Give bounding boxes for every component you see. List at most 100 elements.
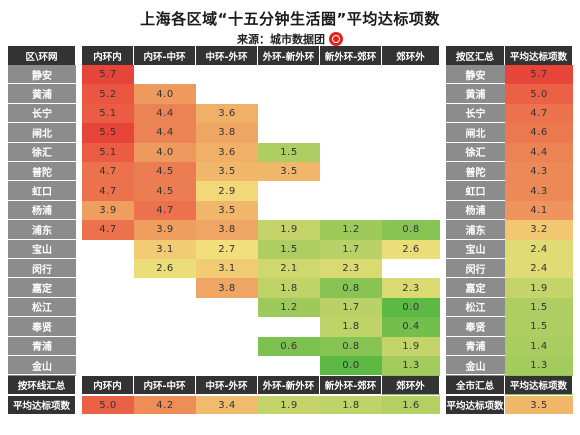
empty-cell xyxy=(134,336,196,356)
heatmap-cell: 1.3 xyxy=(382,356,440,376)
district-summary-label: 静安 xyxy=(446,65,505,85)
empty-cell xyxy=(196,65,258,85)
empty-cell xyxy=(320,181,382,201)
empty-cell xyxy=(258,356,320,376)
empty-cell xyxy=(82,336,134,356)
empty-cell xyxy=(382,103,440,124)
ring-average-label: 平均达标项数 xyxy=(8,396,76,414)
district-average-cell: 4.3 xyxy=(505,181,573,201)
ring-average-cell: 1.6 xyxy=(382,396,440,414)
heatmap-cell: 0.8 xyxy=(382,220,440,240)
empty-cell xyxy=(134,297,196,318)
district-average-cell: 5.0 xyxy=(505,84,573,104)
district-label: 虹口 xyxy=(8,181,76,201)
ring-summary-column-header: 内环内 xyxy=(82,376,134,394)
district-label: 奉贤 xyxy=(8,317,76,337)
heatmap-cell: 4.4 xyxy=(134,123,196,143)
heatmap-cell: 1.8 xyxy=(320,317,382,337)
district-label: 长宁 xyxy=(8,103,76,124)
empty-cell xyxy=(196,84,258,104)
district-summary-label: 青浦 xyxy=(446,336,505,356)
source-text: 来源：城市数据团 xyxy=(237,33,325,46)
empty-cell xyxy=(382,123,440,143)
heatmap-cell: 1.2 xyxy=(258,297,320,318)
heatmap-cell: 3.6 xyxy=(196,142,258,162)
empty-cell xyxy=(382,142,440,162)
district-label: 宝山 xyxy=(8,239,76,259)
ring-column-header: 新外环-郊环 xyxy=(320,46,382,65)
heatmap-cell: 1.2 xyxy=(320,220,382,240)
district-average-cell: 4.1 xyxy=(505,200,573,221)
heatmap-cell: 5.7 xyxy=(82,65,134,85)
ring-column-header: 外环-新外环 xyxy=(258,46,320,65)
ring-summary-column-header: 郊环外 xyxy=(382,376,440,394)
heatmap-cell: 2.7 xyxy=(196,239,258,259)
empty-cell xyxy=(320,142,382,162)
district-average-cell: 3.2 xyxy=(505,220,573,240)
district-label: 徐汇 xyxy=(8,142,76,162)
corner-header: 区\环网 xyxy=(8,46,76,65)
heatmap-cell: 3.5 xyxy=(258,162,320,182)
heatmap-cell: 2.3 xyxy=(320,259,382,279)
heatmap-cell: 1.7 xyxy=(320,297,382,318)
ring-summary-column-header: 外环-新外环 xyxy=(258,376,320,394)
district-label: 普陀 xyxy=(8,162,76,182)
empty-cell xyxy=(196,317,258,337)
heatmap-cell: 4.5 xyxy=(134,162,196,182)
heatmap-cell: 3.1 xyxy=(196,259,258,279)
district-summary-label: 杨浦 xyxy=(446,200,505,221)
heatmap-cell: 3.9 xyxy=(82,200,134,221)
heatmap-cell: 4.7 xyxy=(134,200,196,221)
district-average-cell: 1.5 xyxy=(505,297,573,318)
empty-cell xyxy=(382,200,440,221)
district-summary-label: 金山 xyxy=(446,356,505,376)
empty-cell xyxy=(134,278,196,298)
heatmap-cell: 1.8 xyxy=(258,278,320,298)
heatmap-cell: 1.5 xyxy=(258,239,320,259)
empty-cell xyxy=(82,278,134,298)
heatmap-cell: 2.1 xyxy=(258,259,320,279)
district-summary-label: 徐汇 xyxy=(446,142,505,162)
heatmap-cell: 5.5 xyxy=(82,123,134,143)
district-label: 浦东 xyxy=(8,220,76,240)
ring-average-cell: 3.4 xyxy=(196,396,258,414)
heatmap-cell: 5.1 xyxy=(82,142,134,162)
ring-column-header: 郊环外 xyxy=(382,46,440,65)
heatmap-cell: 0.6 xyxy=(258,336,320,356)
heatmap-cell: 4.7 xyxy=(82,181,134,201)
heatmap-cell: 1.9 xyxy=(258,220,320,240)
heatmap-cell: 2.6 xyxy=(134,259,196,279)
district-average-cell: 2.4 xyxy=(505,239,573,259)
heatmap-cell: 0.0 xyxy=(382,297,440,318)
empty-cell xyxy=(320,84,382,104)
heatmap-cell: 0.8 xyxy=(320,336,382,356)
heatmap-cell: 4.0 xyxy=(134,84,196,104)
heatmap-cell: 4.7 xyxy=(82,220,134,240)
empty-cell xyxy=(196,356,258,376)
heatmap-cell: 0.4 xyxy=(382,317,440,337)
source-line: 来源：城市数据团 xyxy=(0,31,580,47)
district-label: 闵行 xyxy=(8,259,76,279)
average-column-header: 平均达标项数 xyxy=(505,46,573,65)
district-average-cell: 4.4 xyxy=(505,142,573,162)
ring-average-cell: 4.2 xyxy=(134,396,196,414)
district-label: 黄浦 xyxy=(8,84,76,104)
empty-cell xyxy=(134,356,196,376)
district-summary-label: 长宁 xyxy=(446,103,505,124)
ring-average-cell: 1.9 xyxy=(258,396,320,414)
heatmap-cell: 3.5 xyxy=(196,162,258,182)
ring-average-cell: 5.0 xyxy=(82,396,134,414)
empty-cell xyxy=(382,65,440,85)
empty-cell xyxy=(196,336,258,356)
city-summary-header: 全市汇总 xyxy=(446,376,505,394)
district-summary-label: 虹口 xyxy=(446,181,505,201)
empty-cell xyxy=(258,317,320,337)
district-average-cell: 1.4 xyxy=(505,336,573,356)
district-average-cell: 4.6 xyxy=(505,123,573,143)
empty-cell xyxy=(320,200,382,221)
empty-cell xyxy=(382,162,440,182)
heatmap-cell: 3.9 xyxy=(134,220,196,240)
heatmap-cell: 3.8 xyxy=(196,278,258,298)
district-average-cell: 4.7 xyxy=(505,103,573,124)
